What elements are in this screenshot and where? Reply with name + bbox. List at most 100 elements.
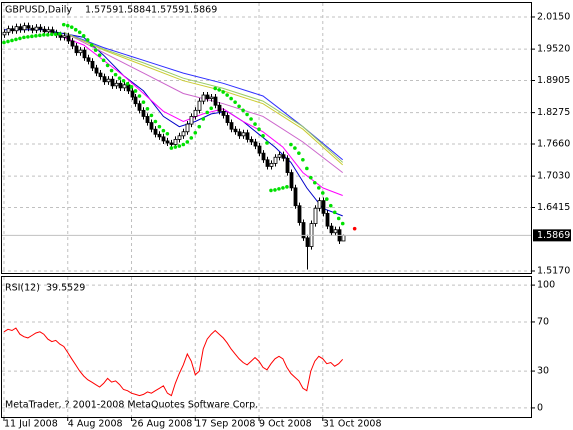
sar-dot: [241, 108, 245, 113]
sar-dot: [50, 32, 54, 37]
header-close: 1.5869: [184, 5, 217, 16]
sar-dot: [109, 68, 114, 73]
sar-dot: [237, 104, 241, 109]
x-tick-label: 17 Sep 2008: [195, 419, 255, 430]
sar-dot: [229, 96, 233, 101]
candle-body: [193, 109, 198, 117]
candle-body: [321, 200, 326, 214]
sar-dot: [201, 117, 206, 121]
candle-body: [141, 109, 146, 117]
sar-dot: [133, 89, 138, 93]
sar-dot: [340, 221, 345, 226]
candle-body: [293, 187, 298, 207]
sar-dot: [81, 34, 86, 38]
sar-dot: [293, 146, 297, 150]
sar-dot: [245, 112, 249, 117]
sar-dot: [18, 36, 22, 41]
candle-body: [126, 84, 131, 92]
candle-body: [241, 132, 246, 137]
candle-body: [273, 156, 278, 164]
sar-dot: [121, 78, 126, 83]
sar-dot: [305, 166, 309, 171]
price-panel-frame: [1, 2, 532, 274]
candle-body: [253, 141, 258, 147]
candle-body: [169, 142, 174, 145]
sar-dot: [2, 40, 6, 45]
price-label: 1.5869: [537, 230, 570, 241]
candle-body: [10, 28, 15, 32]
sar-dot: [38, 33, 42, 38]
sar-dot: [261, 134, 265, 138]
sar-dot: [332, 210, 337, 215]
candle-body: [221, 110, 226, 116]
sar-dot: [46, 33, 50, 37]
sar-dot: [189, 136, 194, 140]
candle-body: [313, 207, 318, 224]
sar-dot: [30, 34, 34, 39]
candle-body: [137, 103, 142, 111]
y-tick-label: 1.8275: [537, 107, 570, 118]
sar-dot: [273, 188, 277, 192]
candle-body: [209, 96, 214, 99]
candle-body: [94, 67, 99, 74]
candle-body: [66, 35, 71, 42]
copyright: MetaTrader, ? 2001-2008 MetaQuotes Softw…: [5, 400, 258, 411]
moving-average: [63, 31, 344, 166]
sar-dot: [320, 191, 325, 195]
candle-body: [189, 116, 194, 125]
candle-body: [305, 237, 310, 247]
candle-body: [157, 133, 162, 138]
sar-dot: [249, 117, 253, 121]
sar-dot: [213, 86, 217, 91]
candle-body: [145, 116, 150, 123]
candle-body: [161, 136, 166, 142]
candle-body: [133, 96, 138, 105]
sar-dot: [328, 203, 333, 208]
candle-body: [237, 131, 242, 137]
candle-body: [90, 60, 95, 69]
candle-body: [22, 25, 27, 31]
candle-body: [165, 140, 170, 144]
sar-dot: [14, 37, 18, 42]
sar-dot: [34, 34, 38, 38]
sar-dot: [10, 38, 14, 43]
x-tick-label: 11 Jul 2008: [4, 419, 58, 430]
sar-dot: [253, 122, 257, 126]
candle-body: [74, 45, 79, 54]
header-open: 1.5759: [85, 5, 118, 16]
sar-dot: [257, 127, 261, 132]
header-high: 1.5884: [118, 5, 151, 16]
candle-body: [265, 159, 270, 167]
sar-dot: [101, 58, 106, 63]
candle-body: [213, 96, 218, 106]
sar-dot: [145, 106, 150, 111]
candle-body: [50, 29, 55, 34]
candle-body: [185, 123, 190, 133]
candle-body: [26, 25, 31, 29]
candle-body: [62, 35, 67, 38]
candle-body: [181, 131, 186, 137]
sar-dot: [157, 124, 162, 129]
candle-body: [197, 100, 202, 111]
symbol-title: GBPUSD,Daily: [5, 5, 72, 16]
candle-body: [46, 29, 51, 33]
y-tick-label: 2.0150: [537, 11, 570, 22]
sar-dot: [65, 23, 70, 28]
sar-dot: [309, 175, 313, 180]
candle-body: [130, 90, 135, 98]
candle-body: [122, 84, 127, 89]
y-tick-label: 1.7030: [537, 171, 570, 182]
candle-body: [225, 115, 230, 123]
sar-dot: [141, 100, 146, 104]
sar-dot: [269, 188, 273, 193]
sar-dot: [113, 72, 118, 77]
candle-body: [201, 94, 206, 102]
candle-body: [110, 78, 115, 87]
sar-dot: [289, 142, 293, 147]
sar-dot: [93, 48, 98, 52]
price-label-box: [533, 229, 571, 242]
candle-body: [149, 122, 154, 130]
sar-dot: [209, 106, 214, 111]
y-tick-label: 1.5170: [537, 266, 570, 277]
candle-body: [98, 72, 103, 78]
